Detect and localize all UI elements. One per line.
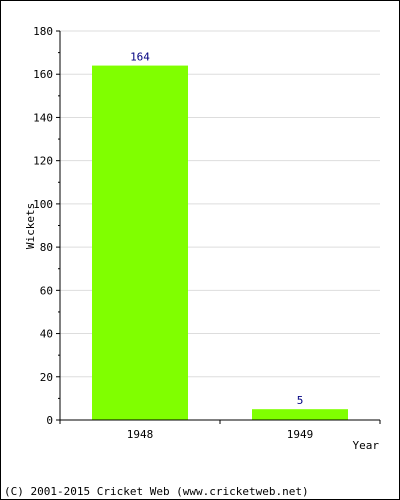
- bars: [92, 65, 348, 421]
- y-tick-label: 80: [40, 241, 53, 254]
- x-tick-label: 1948: [127, 428, 154, 441]
- x-axis-label: Year: [353, 439, 380, 452]
- y-tick-label: 20: [40, 371, 53, 384]
- x-axis-ticks: 1948 1949: [59, 420, 381, 441]
- y-axis-label: Wickets: [24, 203, 37, 249]
- y-axis-ticks: 0 20 40 60 80 100 120 140 160 180: [33, 25, 60, 427]
- y-tick-label: 140: [33, 111, 53, 124]
- bar-1949: [252, 409, 348, 420]
- y-tick-label: 100: [33, 198, 53, 211]
- copyright-text: (C) 2001-2015 Cricket Web (www.cricketwe…: [4, 485, 309, 498]
- x-tick-label: 1949: [287, 428, 314, 441]
- y-tick-label: 60: [40, 284, 53, 297]
- y-tick-label: 0: [46, 414, 53, 427]
- y-tick-label: 40: [40, 328, 53, 341]
- bar-1948: [92, 65, 188, 421]
- y-tick-label: 120: [33, 155, 53, 168]
- y-tick-label: 160: [33, 68, 53, 81]
- data-label-1948: 164: [130, 51, 150, 64]
- data-label-1949: 5: [297, 394, 304, 407]
- y-tick-label: 180: [33, 25, 53, 38]
